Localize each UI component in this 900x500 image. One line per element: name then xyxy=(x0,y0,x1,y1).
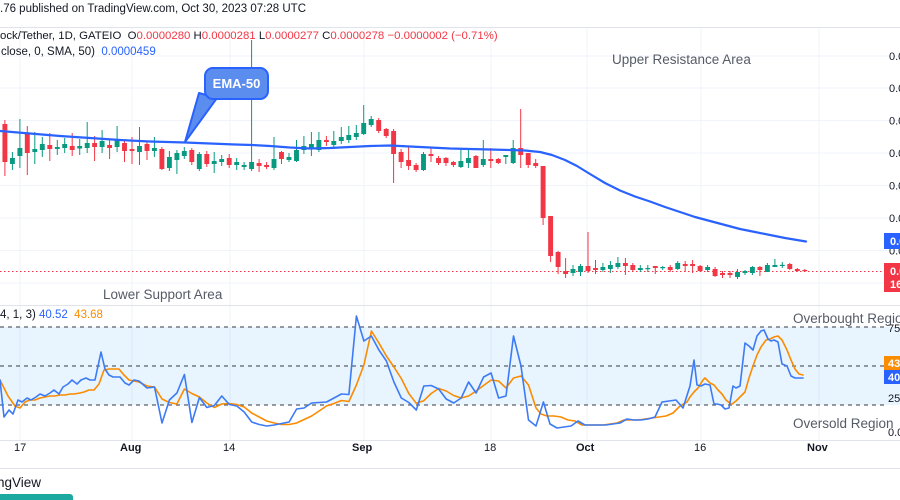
svg-text:0.0000340: 0.0000340 xyxy=(889,148,900,160)
svg-text:43.68: 43.68 xyxy=(888,358,900,370)
svg-text:40.52: 40.52 xyxy=(888,372,900,384)
svg-text:16:31:42: 16:31:42 xyxy=(890,279,900,291)
svg-text:0.0000459: 0.0000459 xyxy=(890,236,900,248)
svg-text:25.00: 25.00 xyxy=(888,393,900,405)
svg-text:0.0000380: 0.0000380 xyxy=(889,83,900,95)
svg-text:75.00: 75.00 xyxy=(888,323,900,335)
svg-text:0.0000400: 0.0000400 xyxy=(889,51,900,63)
svg-text:0.0000320: 0.0000320 xyxy=(889,181,900,193)
svg-text:0.00: 0.00 xyxy=(888,427,900,439)
svg-text:0.0000300: 0.0000300 xyxy=(889,213,900,225)
svg-text:0.0000360: 0.0000360 xyxy=(889,116,900,128)
svg-text:EMA-50: EMA-50 xyxy=(213,76,261,91)
svg-text:0.0000278: 0.0000278 xyxy=(890,266,900,278)
svg-text:0.0000280: 0.0000280 xyxy=(889,246,900,258)
